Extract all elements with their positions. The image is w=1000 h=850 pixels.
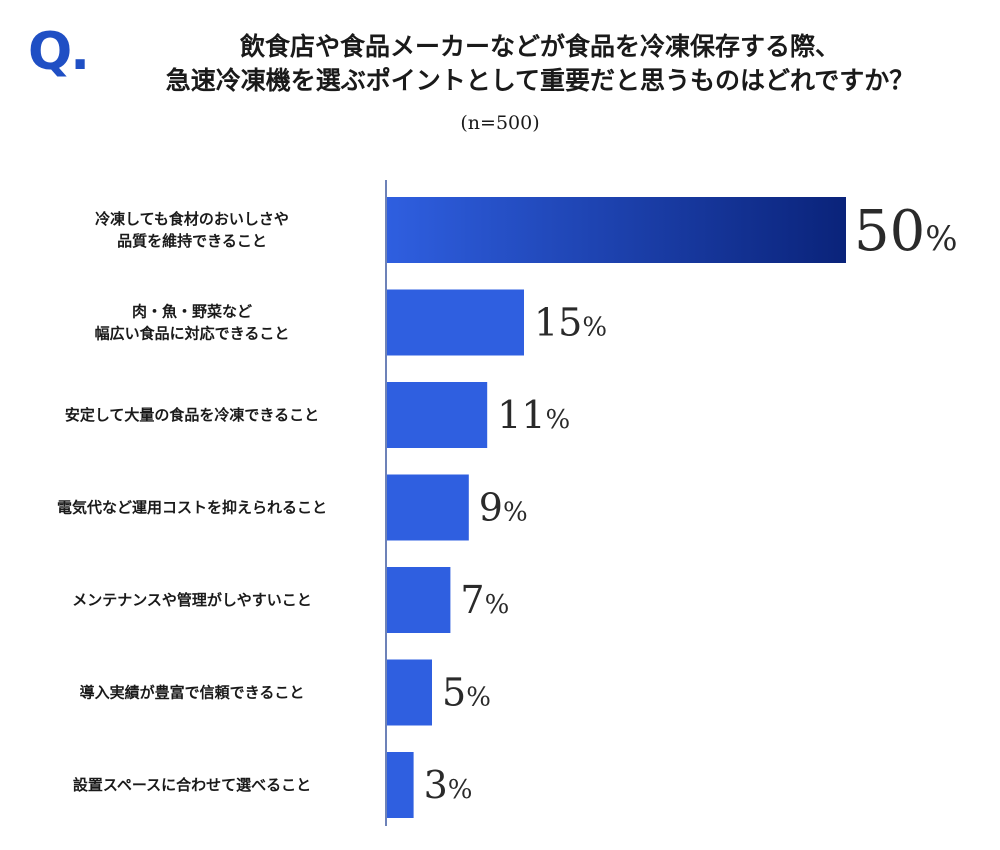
value-label-3: 11%	[497, 393, 570, 437]
bars-group	[386, 197, 846, 818]
value-label-5: 7%	[460, 578, 509, 622]
question-title-line-1: 飲食店や食品メーカーなどが食品を冷凍保存する際、	[239, 32, 840, 61]
bar-7	[386, 752, 414, 818]
category-label-1: 冷凍しても食材のおいしさや品質を維持できること	[95, 210, 289, 250]
category-label-6: 導入実績が豊富で信頼できること	[80, 684, 305, 702]
bar-2	[386, 289, 524, 356]
value-label-1: 50%	[854, 199, 958, 264]
value-label-2: 15%	[534, 301, 607, 345]
question-title-line-2: 急速冷凍機を選ぶポイントとして重要だと思うものはどれですか？	[165, 66, 915, 95]
bar-6	[386, 659, 432, 726]
category-label-3: 安定して大量の食品を冷凍できること	[65, 406, 319, 424]
category-labels-group: 冷凍しても食材のおいしさや品質を維持できること肉・魚・野菜など幅広い食品に対応で…	[57, 210, 327, 794]
question-mark-label: Q.	[28, 22, 90, 82]
bar-4	[386, 474, 469, 541]
category-label-5: メンテナンスや管理がしやすいこと	[72, 591, 312, 609]
category-label-7: 設置スペースに合わせて選べること	[73, 776, 311, 794]
category-label-2: 肉・魚・野菜など幅広い食品に対応できること	[95, 303, 290, 343]
value-label-4: 9%	[479, 486, 528, 530]
value-labels-group: 50% 15% 11% 9% 7% 5% 3%	[424, 199, 958, 807]
category-label-4: 電気代など運用コストを抑えられること	[57, 499, 327, 517]
value-label-7: 3%	[424, 763, 473, 807]
bar-1	[386, 197, 846, 263]
bar-5	[386, 567, 451, 633]
value-label-6: 5%	[442, 671, 491, 715]
sample-size: (n=500)	[460, 112, 540, 134]
question-title: 飲食店や食品メーカーなどが食品を冷凍保存する際、 急速冷凍機を選ぶポイントとして…	[110, 30, 970, 98]
bar-3	[386, 382, 488, 448]
